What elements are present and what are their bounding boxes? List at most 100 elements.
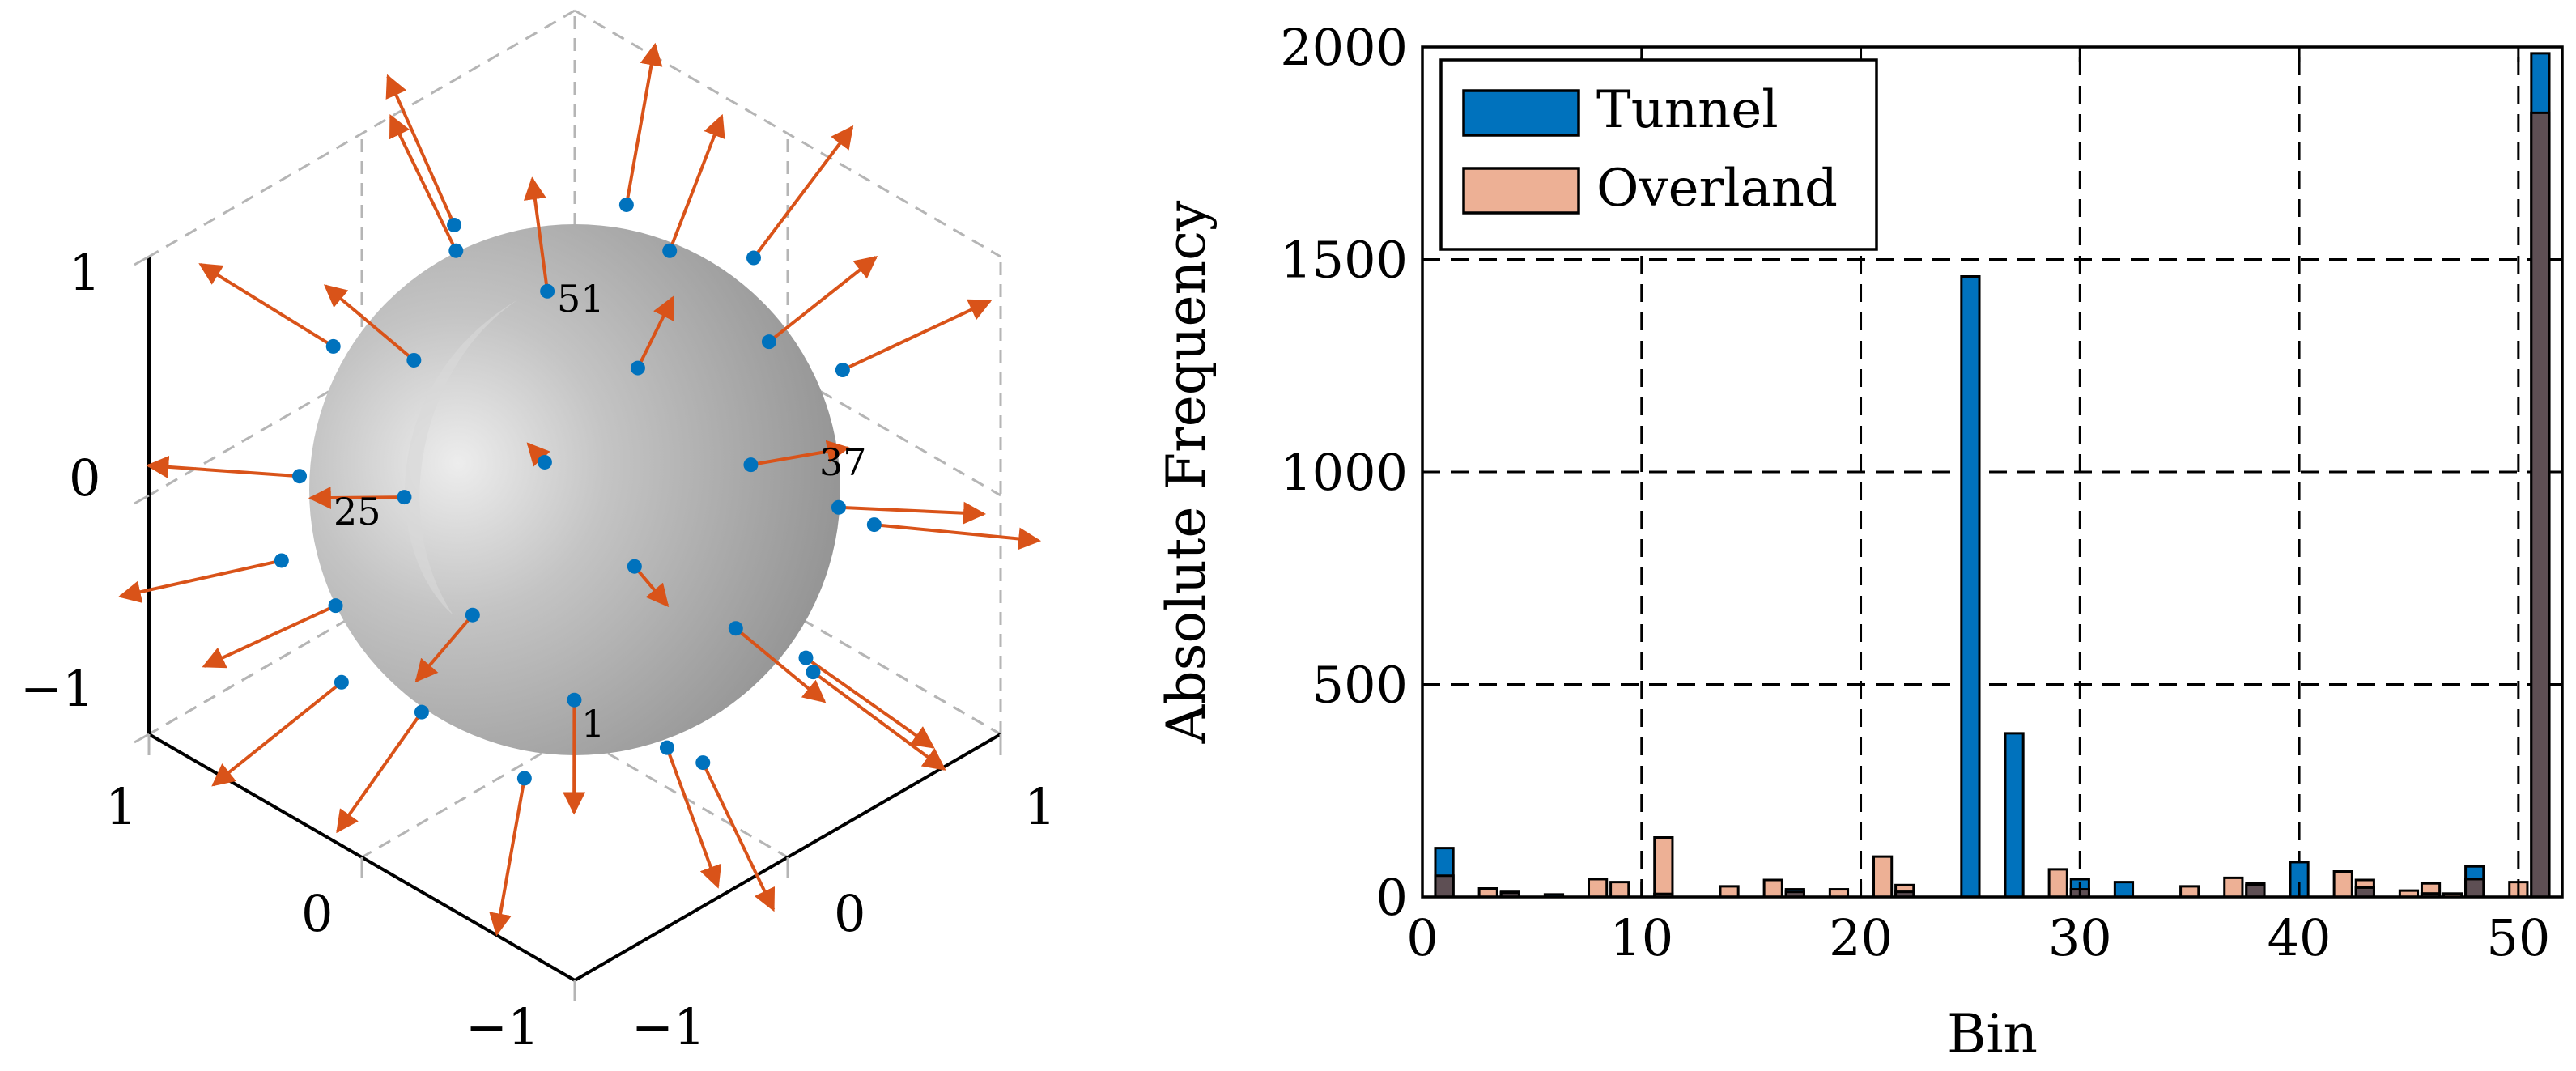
overland-bar [2332, 870, 2353, 899]
sphere-point [746, 250, 761, 266]
y-tick-labels: 0 500 1000 1500 2000 [1280, 18, 1408, 927]
x-tick-label: 50 [2486, 908, 2550, 967]
normal-vectors [117, 42, 1042, 937]
normal-vector-arrow [633, 565, 670, 608]
sphere-point [798, 650, 814, 665]
normal-vector-arrow [636, 295, 674, 369]
sphere-point [406, 352, 422, 368]
sphere-point [292, 469, 308, 484]
normal-vector-arrow [668, 113, 725, 252]
overland-bar [2047, 868, 2068, 899]
z-tick-neg1: −1 [20, 659, 94, 718]
normal-vector-arrow [734, 627, 827, 703]
sphere-plot: 51 37 25 1 1 0 −1 1 0 −1 −1 0 1 [20, 9, 1056, 1056]
normal-vector-arrow [146, 455, 300, 478]
x-tick-0: 0 [301, 884, 333, 943]
normal-vector-arrow [842, 299, 993, 372]
point-label-37: 37 [819, 440, 867, 484]
sphere-point [831, 499, 846, 515]
point-label-25: 25 [334, 490, 381, 533]
sphere-point [695, 755, 711, 771]
sphere-point [537, 454, 552, 470]
sphere-point [743, 457, 759, 473]
normal-vector-arrow [308, 487, 405, 510]
sphere-point [662, 243, 678, 258]
y-tick-label: 0 [1376, 868, 1408, 927]
point-labels: 51 37 25 1 [334, 277, 867, 746]
z-tick-mark [134, 733, 150, 744]
point-label-51: 51 [557, 277, 605, 321]
tunnel-bar [2113, 881, 2135, 899]
sphere-point [465, 607, 480, 623]
legend-label-tunnel: Tunnel [1596, 80, 1779, 140]
overland-bar [1588, 878, 1609, 899]
normal-vector-arrow [874, 523, 1042, 550]
sphere-point [630, 360, 645, 376]
sphere-point [728, 621, 743, 636]
normal-vector-arrow [323, 284, 415, 362]
y-tick-neg1: −1 [631, 997, 705, 1056]
3d-box-axes [134, 255, 1002, 1001]
unit-sphere [309, 224, 840, 755]
normal-vector-arrow [665, 746, 722, 889]
normal-vector-arrow [624, 42, 663, 206]
sphere-point [334, 674, 349, 690]
z-tick-1: 1 [69, 243, 100, 302]
overland-bar [1653, 836, 1674, 899]
sphere-point [627, 559, 642, 574]
normal-vector-arrow [211, 681, 343, 787]
y-tick-label: 1500 [1280, 231, 1408, 290]
y-tick-label: 1000 [1280, 443, 1408, 502]
sphere-point [447, 217, 462, 232]
overland-bar [1609, 881, 1630, 899]
legend-swatch-overland [1462, 167, 1580, 215]
sphere-point [328, 598, 343, 614]
sphere-point [618, 197, 634, 212]
sphere-points [274, 197, 882, 786]
y-tick-0: 0 [834, 884, 865, 943]
normal-vector-arrow [805, 656, 935, 749]
x-tick-label: 30 [2048, 908, 2112, 967]
normal-vector-arrow [701, 762, 776, 912]
normal-vector-arrow [117, 559, 283, 603]
sphere-point [761, 334, 776, 350]
histogram-plot: 0 10 20 30 40 50 0 500 1000 1500 2000 Bin Absolut… [1155, 18, 2564, 1065]
x-tick-neg1: −1 [465, 997, 539, 1056]
x-tick-label: 0 [1406, 908, 1438, 967]
grid-line-back-x [574, 9, 1001, 258]
z-tick-0: 0 [69, 448, 100, 508]
tunnel-bar [1960, 275, 1981, 899]
y-axis-title: Absolute Frequency [1155, 200, 1218, 744]
normal-vector-arrow [489, 778, 526, 937]
normal-vector-arrow [389, 113, 458, 252]
overlap-bar [2530, 111, 2551, 899]
x-tick-label: 40 [2268, 908, 2332, 967]
normal-vector-arrow [752, 125, 854, 259]
overlap-bar [2245, 883, 2266, 899]
normal-vector-arrow [812, 670, 946, 771]
y-tick-1: 1 [1024, 777, 1056, 836]
sphere-point [835, 363, 850, 378]
normal-vector-arrow [336, 711, 423, 834]
normal-vector-arrow [202, 604, 337, 669]
sphere-point [397, 490, 412, 505]
overland-bar [1719, 885, 1740, 899]
z-tick-mark [134, 255, 150, 266]
x-tick-labels: 0 10 20 30 40 50 [1406, 908, 2550, 967]
normal-vector-arrow [385, 74, 456, 226]
sphere-point [325, 338, 341, 354]
normal-vector-arrow [838, 501, 987, 525]
normal-vector-arrow [523, 176, 550, 292]
x-tick-1: 1 [105, 777, 137, 836]
normal-vector-arrow [750, 440, 850, 467]
sphere-point [448, 243, 464, 258]
normal-vector-arrow [767, 256, 878, 343]
overland-bar [2223, 876, 2244, 899]
overland-bar [1762, 878, 1783, 899]
sphere-point [540, 283, 555, 299]
y-tick-label: 2000 [1280, 18, 1408, 77]
overlap-bar [2464, 878, 2485, 899]
x-tick-label: 10 [1609, 908, 1673, 967]
legend-label-overland: Overland [1596, 159, 1838, 219]
